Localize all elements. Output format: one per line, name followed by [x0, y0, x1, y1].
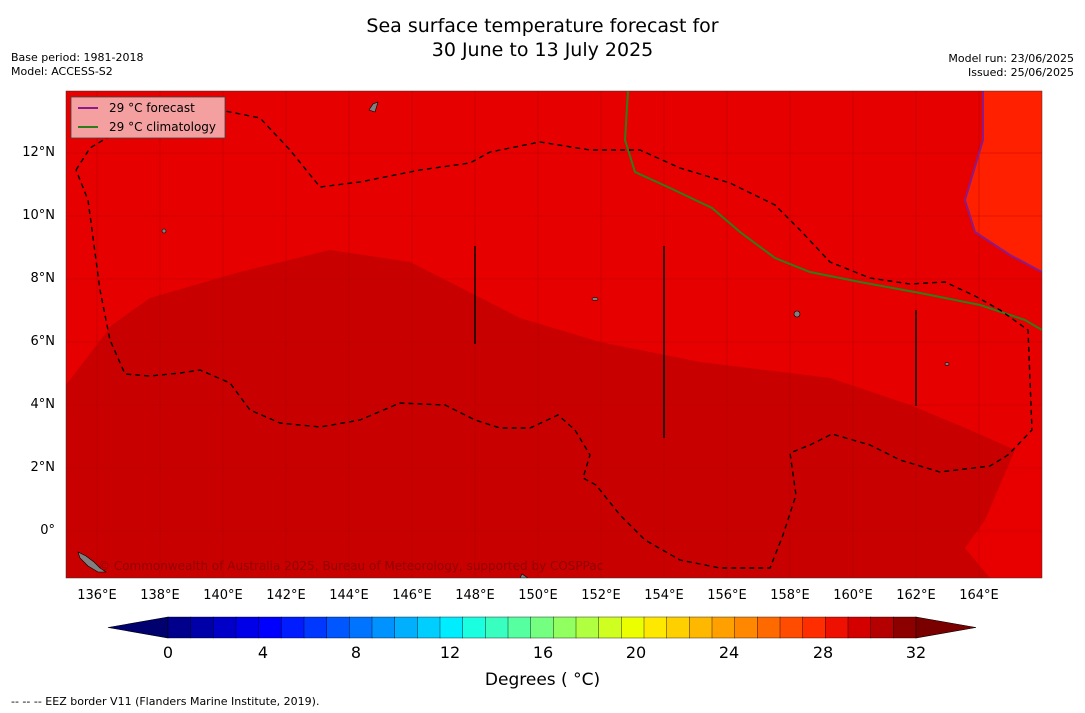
model-name: Model: ACCESS-S2 [11, 65, 113, 78]
colorbar-segment [598, 616, 622, 639]
colorbar-segment [439, 616, 464, 639]
meta-left: Base period: 1981-2018 Model: ACCESS-S2 [11, 51, 143, 79]
eez-border [75, 109, 1033, 569]
sst-band-27-28 [965, 91, 1042, 272]
colorbar-segment [417, 616, 441, 639]
colorbar-segment [349, 616, 373, 639]
legend-box [70, 96, 226, 139]
colorbar-segment [213, 616, 237, 639]
colorbar-segment [575, 616, 600, 639]
map-area [66, 91, 1042, 578]
colorbar-segment [190, 616, 214, 639]
colorbar-segment [711, 616, 736, 639]
colorbar-segment [303, 616, 328, 639]
lat-tick-2n: 2°N [30, 460, 56, 475]
colorbar-segment [281, 616, 305, 639]
sst-band-29-30 [66, 250, 1015, 578]
lon-tick-164e: 164°E [959, 588, 999, 603]
colorbar-tick-24: 24 [718, 643, 740, 662]
lon-tick-142e: 142°E [266, 588, 306, 603]
colorbar-segment [530, 616, 554, 639]
lon-tick-162e: 162°E [896, 588, 936, 603]
lon-tick-160e: 160°E [833, 588, 873, 603]
colorbar-segment [621, 616, 645, 639]
colorbar-segment [371, 616, 396, 639]
lon-tick-140e: 140°E [203, 588, 243, 603]
colorbar-segment [689, 616, 713, 639]
chart-title: Sea surface temperature forecast for 30 … [0, 14, 1085, 62]
lon-tick-138e: 138°E [140, 588, 180, 603]
lat-tick-10n: 10°N [22, 208, 55, 223]
colorbar-segment [779, 616, 804, 639]
map-frame [65, 90, 1043, 579]
lat-tick-8n: 8°N [30, 271, 56, 286]
colorbar-segment [553, 616, 577, 639]
eez-footnote: -- -- -- EEZ border V11 (Flanders Marine… [11, 695, 320, 708]
colorbar-segment [847, 616, 872, 639]
climatology-29c-contour [623, 91, 1042, 331]
legend-forecast-label: 29 °C forecast [109, 101, 195, 115]
meta-right: Model run: 23/06/2025 Issued: 25/06/2025 [948, 52, 1074, 80]
legend: 29 °C forecast 29 °C climatology [70, 96, 226, 139]
colorbar-tick-28: 28 [812, 643, 834, 662]
colorbar-tick-0: 0 [162, 643, 174, 662]
colorbar-segment [757, 616, 781, 639]
colorbar-segment [825, 616, 849, 639]
colorbar-segment [507, 616, 532, 639]
colorbar-segment [326, 616, 350, 639]
colorbar-tick-16: 16 [532, 643, 554, 662]
lat-tick-6n: 6°N [30, 334, 56, 349]
lon-tick-148e: 148°E [455, 588, 495, 603]
lat-tick-0: 0° [40, 523, 55, 538]
colorbar-under-extension [107, 616, 169, 639]
lon-tick-136e: 136°E [77, 588, 117, 603]
issued-date: Issued: 25/06/2025 [967, 66, 1074, 79]
colorbar-segment [802, 616, 826, 639]
colorbar-segment [643, 616, 668, 639]
sst-band-27-28-lower [965, 430, 1042, 578]
model-run: Model run: 23/06/2025 [948, 52, 1074, 65]
base-period: Base period: 1981-2018 [11, 51, 144, 64]
colorbar-tick-12: 12 [439, 643, 461, 662]
colorbar-tick-8: 8 [350, 643, 362, 662]
colorbar-segment [394, 616, 418, 639]
colorbar-segment [235, 616, 260, 639]
colorbar-tick-32: 32 [905, 643, 927, 662]
lon-tick-144e: 144°E [329, 588, 369, 603]
colorbar-segment [870, 616, 894, 639]
lon-tick-154e: 154°E [644, 588, 684, 603]
islands [77, 101, 950, 578]
colorbar-segment [167, 616, 192, 639]
colorbar-segment [893, 616, 917, 639]
lon-tick-152e: 152°E [581, 588, 621, 603]
colorbar-segment [666, 616, 690, 639]
colorbar-segment [485, 616, 509, 639]
title-line-1: Sea surface temperature forecast for [366, 15, 719, 37]
colorbar-over-extension [915, 616, 977, 639]
colorbar-segment [462, 616, 486, 639]
graticule [66, 91, 1042, 578]
legend-climatology-label: 29 °C climatology [109, 120, 216, 134]
lon-tick-146e: 146°E [392, 588, 432, 603]
lon-tick-156e: 156°E [707, 588, 747, 603]
colorbar [107, 616, 977, 639]
lat-tick-4n: 4°N [30, 397, 56, 412]
copyright-watermark: © Commonwealth of Australia 2025, Bureau… [98, 559, 603, 573]
colorbar-segment [258, 616, 282, 639]
title-line-2: 30 June to 13 July 2025 [431, 39, 654, 61]
lon-tick-158e: 158°E [770, 588, 810, 603]
colorbar-tick-4: 4 [257, 643, 269, 662]
lon-tick-150e: 150°E [518, 588, 558, 603]
colorbar-segment [734, 616, 758, 639]
lat-tick-12n: 12°N [22, 145, 55, 160]
forecast-29c-contour [963, 91, 1042, 273]
colorbar-tick-20: 20 [625, 643, 647, 662]
colorbar-label: Degrees ( °C) [484, 670, 601, 690]
